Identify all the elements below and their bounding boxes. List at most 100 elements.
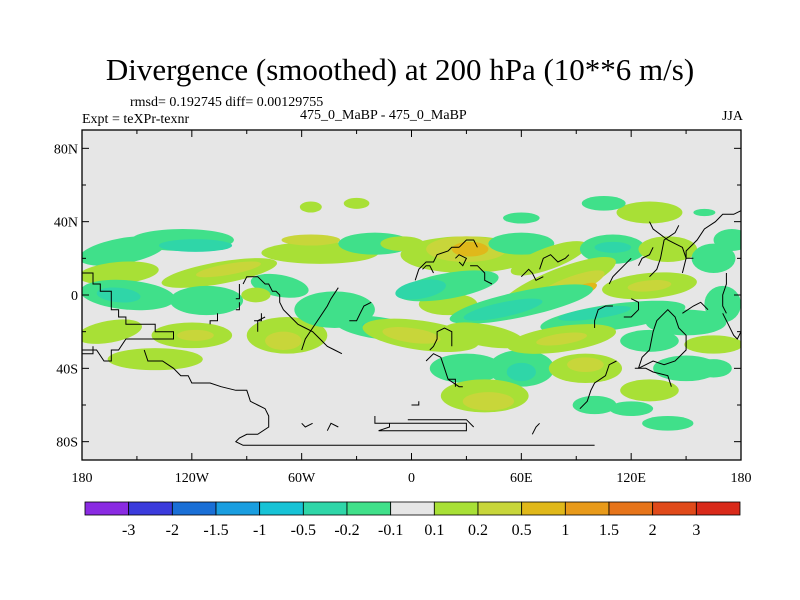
x-tick-label-2: 60W xyxy=(288,471,316,486)
coastline-18 xyxy=(623,298,639,318)
coastlines xyxy=(82,210,741,446)
coastline-12 xyxy=(682,301,709,314)
case-label: 475_0_MaBP - 475_0_MaBP xyxy=(300,108,467,123)
field-region-54 xyxy=(581,196,626,211)
coastline-23 xyxy=(235,284,240,300)
field-region-5 xyxy=(195,261,261,278)
coastline-5 xyxy=(374,416,467,432)
colorbar-label-12: 2 xyxy=(649,522,657,539)
field-region-38 xyxy=(684,335,741,354)
field-region-27 xyxy=(429,353,504,384)
colorbar-swatch-10 xyxy=(521,501,566,516)
field-region-21 xyxy=(241,287,271,303)
field-region-53 xyxy=(713,229,741,251)
coastline-24 xyxy=(257,316,266,332)
coastline-25 xyxy=(242,276,343,355)
field-region-52 xyxy=(691,243,736,273)
field-region-73 xyxy=(299,201,322,213)
field-region-35 xyxy=(620,379,679,402)
field-region-25 xyxy=(382,327,441,344)
colorbar-label-8: 0.2 xyxy=(468,522,488,539)
field-region-12 xyxy=(177,329,214,341)
field-region-44 xyxy=(380,236,425,252)
colorbar-swatch-3 xyxy=(215,501,261,516)
field-region-51 xyxy=(616,201,683,224)
field-region-10 xyxy=(82,319,142,344)
colorbar-label-0: -3 xyxy=(122,522,135,539)
coastline-2 xyxy=(143,349,595,446)
colorbar-label-10: 1 xyxy=(561,522,569,539)
coastline-28 xyxy=(425,353,463,388)
y-tick-label-4: 80S xyxy=(56,436,78,451)
field-region-50 xyxy=(638,236,698,262)
field-region-66 xyxy=(445,322,525,349)
x-tick-label-4: 60E xyxy=(510,471,533,486)
colorbar-swatch-2 xyxy=(171,501,217,516)
field-region-49 xyxy=(594,241,632,253)
coastline-26 xyxy=(301,287,339,351)
field-region-3 xyxy=(82,261,159,285)
field-region-18 xyxy=(281,234,341,246)
coastline-22 xyxy=(254,313,262,322)
coastline-14 xyxy=(681,210,741,274)
field-region-20 xyxy=(343,197,370,209)
colorbar-label-13: 3 xyxy=(692,522,700,539)
field-region-69 xyxy=(645,309,727,336)
colorbar-label-7: 0.1 xyxy=(424,522,444,539)
colorbar-swatch-13 xyxy=(652,501,697,516)
coastline-9 xyxy=(579,360,617,410)
coastline-27 xyxy=(349,301,372,322)
colorbar-label-9: 0.5 xyxy=(512,522,532,539)
coastline-39 xyxy=(638,247,654,266)
colorbar: -3 -2 -1.5 -1 -0.5 -0.2 -0.1 0.1 0.2 0.5 1 1.5 2 3 xyxy=(84,501,741,539)
field-region-68 xyxy=(536,332,587,346)
coastline-29 xyxy=(448,378,456,387)
x-tick-label-1: 120W xyxy=(175,471,210,486)
coastline-0 xyxy=(82,272,174,362)
field-region-71 xyxy=(695,359,732,378)
coastline-33 xyxy=(422,265,434,274)
x-tick-label-5: 120E xyxy=(616,471,646,486)
field-region-34 xyxy=(572,395,617,415)
colorbar-swatch-0 xyxy=(84,501,130,516)
colorbar-swatch-8 xyxy=(433,501,479,516)
coastline-20 xyxy=(209,313,218,325)
coastline-11 xyxy=(638,308,687,369)
coastline-6 xyxy=(411,401,420,406)
colorbar-label-4: -0.5 xyxy=(291,522,316,539)
field-region-33 xyxy=(567,357,604,372)
stats-label: rmsd= 0.192745 diff= 0.00129755 xyxy=(130,95,324,110)
coastline-16 xyxy=(649,225,680,278)
y-tick-label-1: 40N xyxy=(54,216,78,231)
coastline-4 xyxy=(326,422,339,431)
season-label: JJA xyxy=(721,109,743,124)
field-region-15 xyxy=(107,348,203,371)
colorbar-swatch-7 xyxy=(390,501,435,516)
coastline-21 xyxy=(235,302,240,311)
colorbar-label-3: -1 xyxy=(253,522,266,539)
colorbar-swatch-12 xyxy=(608,501,654,516)
x-tick-label-0: 180 xyxy=(72,471,93,486)
field-region-45 xyxy=(488,232,555,255)
coastline-8 xyxy=(531,422,540,435)
colorbar-swatch-9 xyxy=(477,501,523,516)
field-region-46 xyxy=(503,212,540,224)
field-region-31 xyxy=(462,392,515,411)
colorbar-label-1: -2 xyxy=(166,522,179,539)
colorbar-label-11: 1.5 xyxy=(599,522,619,539)
axes: 180 120W 60W 0 60E 120E 180 80N 40N 0 40S 80S xyxy=(54,130,752,486)
colorbar-swatch-6 xyxy=(346,501,392,516)
coastline-36 xyxy=(520,268,544,281)
field-region-43 xyxy=(451,241,489,257)
field-region-29 xyxy=(506,362,536,382)
field-region-8 xyxy=(169,285,244,316)
coastline-31 xyxy=(414,246,460,281)
coastline-32 xyxy=(458,239,478,248)
coastline-17 xyxy=(594,305,613,328)
field-region-2 xyxy=(158,239,233,252)
colorbar-swatch-1 xyxy=(128,501,173,516)
coastline-7 xyxy=(407,419,475,428)
field-region-65 xyxy=(558,305,631,321)
colorbar-swatch-4 xyxy=(259,501,304,516)
